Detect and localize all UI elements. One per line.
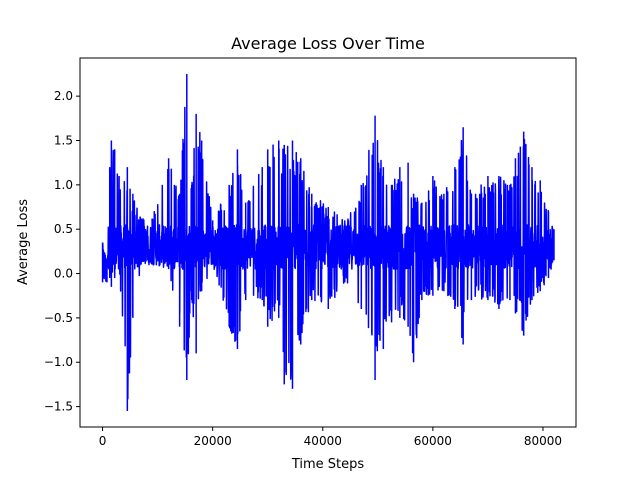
loss-series-line	[101, 73, 555, 412]
y-tick-label: 0.0	[54, 267, 73, 281]
y-tick-label: 2.0	[54, 89, 73, 103]
plot-area: 0 20000 40000 60000 80000 −1.5 −1.0 −0.5 0.0 0.5 1…	[44, 57, 577, 448]
x-axis-label: Time Steps	[291, 457, 365, 472]
y-tick-label: −1.5	[44, 400, 73, 414]
y-axis-label: Average Loss	[16, 199, 31, 285]
x-tick-label: 20000	[194, 434, 232, 448]
y-tick-label: 0.5	[54, 222, 73, 236]
x-tick-label: 80000	[524, 434, 562, 448]
chart-title: Average Loss Over Time	[231, 34, 425, 53]
x-tick-label: 60000	[414, 434, 452, 448]
x-tick-label: 0	[99, 434, 107, 448]
y-tick-label: 1.5	[54, 133, 73, 147]
x-tick-label: 40000	[304, 434, 342, 448]
y-tick-label: 1.0	[54, 178, 73, 192]
plot-frame	[79, 57, 577, 428]
y-tick-label: −1.0	[44, 355, 73, 369]
y-tick-label: −0.5	[44, 311, 73, 325]
